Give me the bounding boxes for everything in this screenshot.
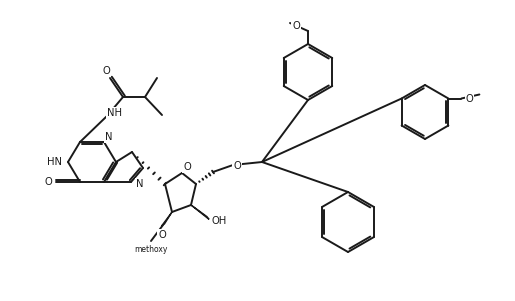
Text: O: O: [233, 161, 241, 171]
Text: O: O: [183, 162, 191, 172]
Text: O: O: [102, 66, 110, 76]
Text: N: N: [105, 132, 113, 142]
Text: O: O: [466, 94, 473, 104]
Text: NH: NH: [107, 108, 122, 118]
Polygon shape: [162, 212, 172, 226]
Text: O: O: [292, 21, 300, 31]
Text: OH: OH: [211, 216, 227, 226]
Polygon shape: [191, 205, 209, 219]
Text: N: N: [136, 179, 144, 189]
Text: methoxy: methoxy: [134, 244, 168, 253]
Text: HN: HN: [47, 157, 62, 167]
Text: O: O: [158, 230, 166, 240]
Text: O: O: [44, 177, 52, 187]
